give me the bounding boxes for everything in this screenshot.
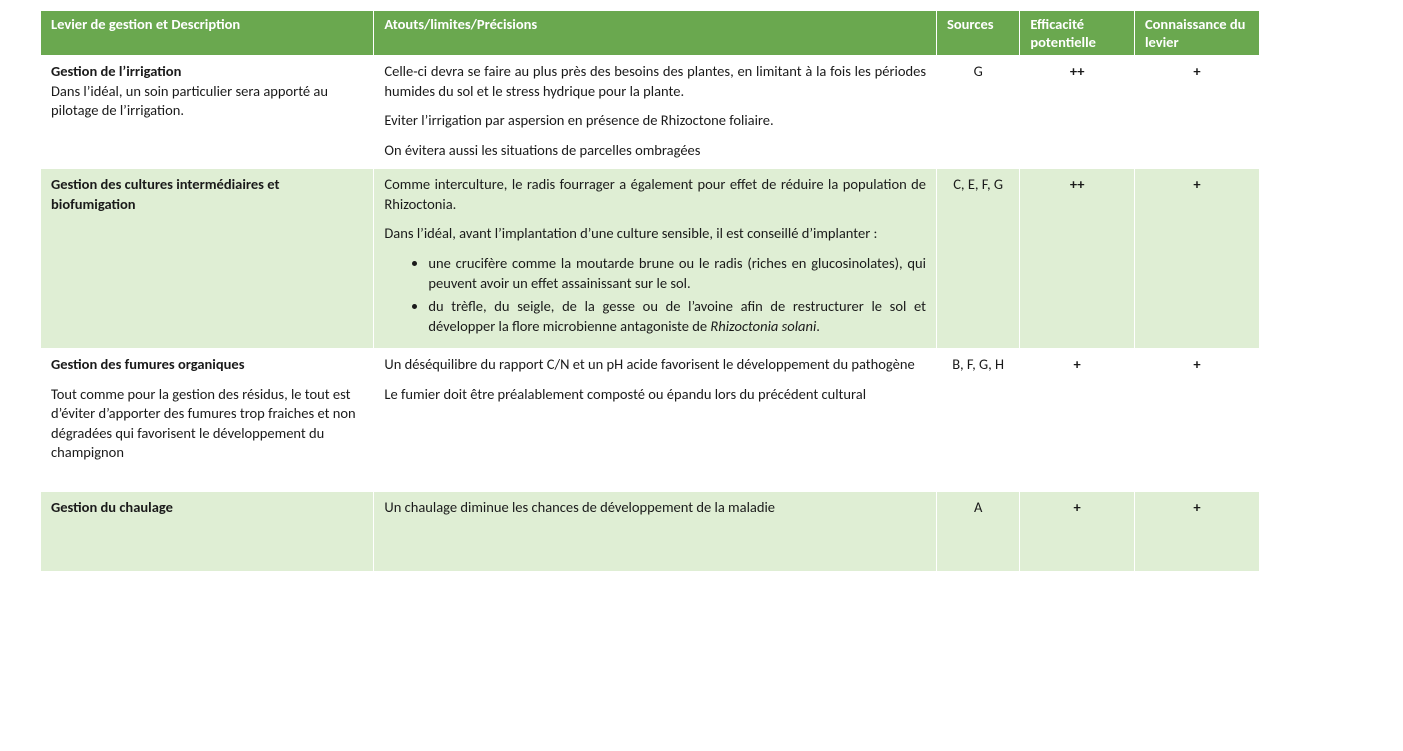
table-header-row: Levier de gestion et Description Atouts/…	[41, 11, 1260, 56]
cell-levier: Gestion des cultures intermédiaires et b…	[41, 169, 374, 349]
table-row: Gestion des fumures organiques Tout comm…	[41, 349, 1260, 492]
atouts-list: une crucifère comme la moutarde brune ou…	[384, 254, 926, 336]
table-row: Gestion du chaulage Un chaulage diminue …	[41, 492, 1260, 572]
list-item: une crucifère comme la moutarde brune ou…	[428, 254, 926, 293]
lever-title: Gestion de l’irrigation	[51, 62, 363, 82]
cell-conn: +	[1134, 169, 1259, 349]
atouts-paragraph: Un déséquilibre du rapport C/N et un pH …	[384, 355, 926, 375]
lever-title: Gestion du chaulage	[51, 498, 363, 518]
atouts-paragraph: Celle-ci devra se faire au plus près des…	[384, 62, 926, 101]
table-row: Gestion de l’irrigation Dans l’idéal, un…	[41, 56, 1260, 169]
cell-atouts: Celle-ci devra se faire au plus près des…	[374, 56, 937, 169]
cell-levier: Gestion du chaulage	[41, 492, 374, 572]
atouts-paragraph: Le fumier doit être préalablement compos…	[384, 385, 926, 405]
cell-eff: +	[1020, 492, 1135, 572]
cell-sources: C, E, F, G	[937, 169, 1020, 349]
atouts-paragraph: Un chaulage diminue les chances de dével…	[384, 498, 926, 518]
cell-atouts: Un chaulage diminue les chances de dével…	[374, 492, 937, 572]
cell-sources: A	[937, 492, 1020, 572]
cell-eff: +	[1020, 349, 1135, 492]
cell-conn: +	[1134, 349, 1259, 492]
col-header-conn: Connaissance du levier	[1134, 11, 1259, 56]
col-header-atouts: Atouts/limites/Précisions	[374, 11, 937, 56]
cell-eff: ++	[1020, 169, 1135, 349]
col-header-sources: Sources	[937, 11, 1020, 56]
list-item: du trèfle, du seigle, de la gesse ou de …	[428, 297, 926, 336]
lever-title: Gestion des fumures organiques	[51, 355, 363, 375]
lever-desc: Tout comme pour la gestion des résidus, …	[51, 385, 363, 463]
col-header-eff: Efficacité potentielle	[1020, 11, 1135, 56]
atouts-paragraph: Eviter l’irrigation par aspersion en pré…	[384, 111, 926, 131]
cell-atouts: Comme interculture, le radis fourrager a…	[374, 169, 937, 349]
lever-title: Gestion des cultures intermédiaires et b…	[51, 175, 363, 214]
cell-atouts: Un déséquilibre du rapport C/N et un pH …	[374, 349, 937, 492]
cell-eff: ++	[1020, 56, 1135, 169]
cell-conn: +	[1134, 56, 1259, 169]
atouts-paragraph: Dans l’idéal, avant l’implantation d’une…	[384, 224, 926, 244]
cell-levier: Gestion des fumures organiques Tout comm…	[41, 349, 374, 492]
table-row: Gestion des cultures intermédiaires et b…	[41, 169, 1260, 349]
cell-conn: +	[1134, 492, 1259, 572]
cell-sources: B, F, G, H	[937, 349, 1020, 492]
lever-desc: Dans l’idéal, un soin particulier sera a…	[51, 82, 363, 121]
cell-levier: Gestion de l’irrigation Dans l’idéal, un…	[41, 56, 374, 169]
levers-table: Levier de gestion et Description Atouts/…	[40, 10, 1260, 572]
atouts-paragraph: On évitera aussi les situations de parce…	[384, 141, 926, 161]
cell-sources: G	[937, 56, 1020, 169]
col-header-levier: Levier de gestion et Description	[41, 11, 374, 56]
atouts-paragraph: Comme interculture, le radis fourrager a…	[384, 175, 926, 214]
